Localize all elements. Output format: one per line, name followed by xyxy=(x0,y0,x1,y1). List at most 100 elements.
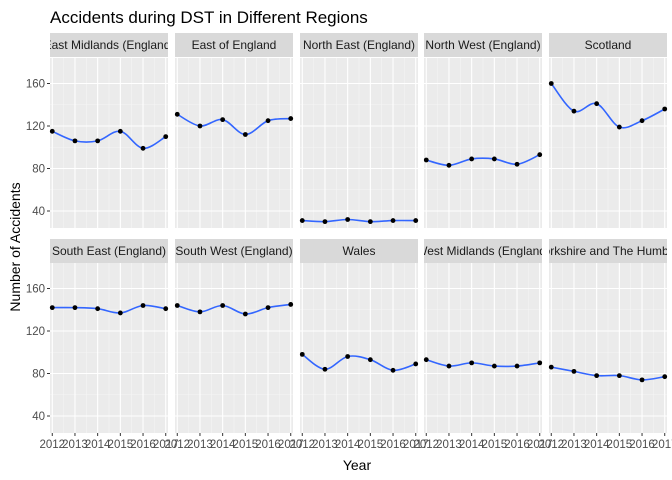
data-point xyxy=(299,351,305,357)
x-tick-label: 2015 xyxy=(108,439,134,451)
x-tick-label: 2016 xyxy=(380,439,406,451)
facet-strip-label: West Midlands (England) xyxy=(416,244,550,258)
facet-panel: North West (England) xyxy=(423,33,543,228)
y-tick-label: 160 xyxy=(26,284,45,296)
y-tick-label: 120 xyxy=(26,121,45,133)
facet-panel: West Midlands (England)20122013201420152… xyxy=(413,239,553,451)
data-point xyxy=(390,367,396,373)
y-tick-label: 160 xyxy=(26,79,45,91)
data-point xyxy=(548,364,554,370)
data-point xyxy=(423,357,429,363)
y-tick-label: 40 xyxy=(32,206,45,218)
data-point xyxy=(163,306,169,312)
data-point xyxy=(49,128,55,134)
x-tick-label: 2012 xyxy=(39,439,65,451)
facet-panel: East of England xyxy=(174,33,294,228)
data-point xyxy=(469,360,475,366)
data-point xyxy=(367,219,373,225)
facet-strip-label: East Midlands (England) xyxy=(44,38,175,52)
data-point xyxy=(537,360,543,366)
facet-panel: East Midlands (England) 40 80 120 160 xyxy=(26,33,175,228)
data-point xyxy=(174,111,180,117)
data-point xyxy=(140,145,146,151)
facet-strip-label: South West (England) xyxy=(175,244,292,258)
data-point xyxy=(197,123,203,129)
facet-panel: South West (England) 20122013201420152016… xyxy=(164,239,304,451)
facet-strip xyxy=(424,33,542,57)
facet-strip xyxy=(50,239,168,263)
data-point xyxy=(345,354,351,359)
facet-strip xyxy=(300,33,418,57)
data-point xyxy=(72,138,78,144)
facet-strip-label: North East (England) xyxy=(303,38,415,52)
data-point xyxy=(242,132,248,137)
x-tick-label: 2016 xyxy=(504,439,530,451)
x-tick-label: 2013 xyxy=(62,439,88,451)
data-point xyxy=(616,124,622,130)
x-tick-label: 2015 xyxy=(358,439,384,451)
data-point xyxy=(662,106,668,112)
x-tick-label: 2013 xyxy=(187,439,213,451)
data-point xyxy=(367,357,373,363)
data-point xyxy=(117,128,123,134)
x-tick-label: 2017 xyxy=(403,439,429,451)
data-point xyxy=(322,219,328,225)
data-point xyxy=(95,138,101,144)
facet-strip xyxy=(175,239,293,263)
data-point xyxy=(220,117,226,123)
data-point xyxy=(548,81,554,86)
data-point xyxy=(242,311,248,317)
data-point xyxy=(571,108,577,114)
x-tick-label: 2017 xyxy=(527,439,553,451)
data-point xyxy=(571,368,577,374)
x-tick-label: 2017 xyxy=(153,439,179,451)
data-point xyxy=(413,361,419,367)
x-tick-label: 2016 xyxy=(629,439,655,451)
data-point xyxy=(197,309,203,315)
data-point xyxy=(299,218,305,223)
x-tick-label: 2015 xyxy=(233,439,259,451)
data-point xyxy=(163,134,169,140)
data-point xyxy=(49,305,55,311)
data-point xyxy=(174,303,180,308)
data-point xyxy=(594,101,600,107)
data-point xyxy=(514,363,520,369)
data-point xyxy=(265,305,271,311)
facet-strip-label: North West (England) xyxy=(425,38,540,52)
x-tick-label: 2012 xyxy=(164,439,190,451)
data-point xyxy=(514,161,520,167)
facet-strip xyxy=(175,33,293,57)
x-tick-label: 2017 xyxy=(652,439,672,451)
facet-strip-label: Yorkshire and The Humber xyxy=(537,244,672,258)
x-tick-label: 2015 xyxy=(607,439,633,451)
x-tick-label: 2014 xyxy=(459,439,485,451)
y-tick-label: 80 xyxy=(32,369,45,381)
data-point xyxy=(491,363,497,369)
x-tick-label: 2013 xyxy=(436,439,462,451)
facet-strip xyxy=(50,33,168,57)
facet-strip-label: East of England xyxy=(192,38,277,52)
x-tick-label: 2012 xyxy=(538,439,564,451)
facet-strip xyxy=(549,239,667,263)
data-point xyxy=(72,305,78,311)
chart-title: Accidents during DST in Different Region… xyxy=(50,8,368,27)
data-point xyxy=(446,363,452,369)
data-point xyxy=(288,302,294,307)
x-tick-label: 2017 xyxy=(278,439,304,451)
data-point xyxy=(413,218,419,223)
y-axis-title: Number of Accidents xyxy=(7,182,23,311)
data-point xyxy=(491,156,497,162)
x-tick-label: 2015 xyxy=(482,439,508,451)
data-point xyxy=(616,373,622,379)
facet-strip xyxy=(424,239,542,263)
data-point xyxy=(220,303,226,308)
data-point xyxy=(639,118,645,124)
data-point xyxy=(469,156,475,162)
x-axis-title: Year xyxy=(343,457,372,473)
data-point xyxy=(446,162,452,168)
facet-strip xyxy=(549,33,667,57)
data-point xyxy=(345,217,351,222)
x-tick-label: 2014 xyxy=(85,439,111,451)
